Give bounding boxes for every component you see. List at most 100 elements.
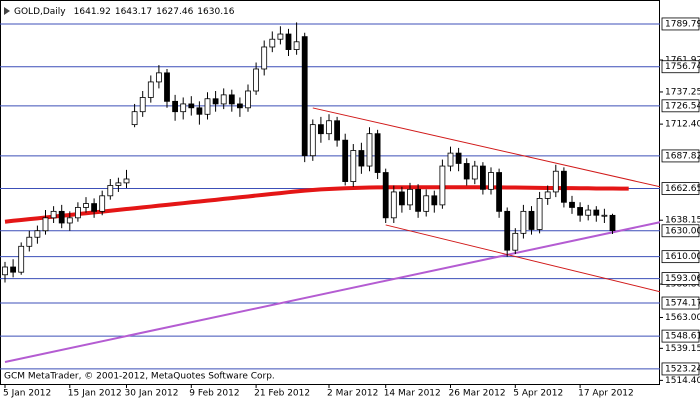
candle-body — [439, 165, 446, 206]
candle-body — [236, 103, 243, 109]
header-close: 1630.16 — [197, 7, 234, 17]
candle-body — [139, 97, 146, 113]
candle-body — [277, 33, 284, 40]
candle-body — [447, 152, 454, 167]
x-tick-label: 9 Feb 2012 — [189, 389, 239, 399]
x-tick-label: 2 Mar 2012 — [327, 389, 378, 399]
candle-body — [42, 217, 49, 232]
candle-body — [26, 236, 33, 247]
trend-line — [385, 224, 660, 293]
level-label-box — [661, 17, 700, 31]
y-tick-label: 1737.25 — [665, 87, 700, 97]
plot-area — [0, 22, 660, 370]
level-label-box — [661, 182, 700, 195]
candle-body — [188, 103, 195, 109]
candle-body — [504, 210, 511, 251]
candle-body — [334, 120, 341, 141]
candle-body — [496, 172, 503, 212]
candle-body — [253, 68, 260, 92]
y-tick-label: 1712.40 — [665, 120, 700, 130]
candle-body — [107, 185, 114, 197]
candle-body — [2, 266, 8, 276]
level-label: 1662.65 — [665, 184, 700, 194]
y-tick-label: 1514.40 — [665, 376, 700, 386]
candle-body — [83, 203, 89, 208]
x-tick-label: 5 Apr 2012 — [513, 389, 563, 399]
candle-body — [593, 209, 600, 216]
trend-line — [312, 107, 660, 188]
level-label-box — [661, 296, 700, 310]
candle-body — [415, 188, 422, 212]
level-label: 1687.82 — [665, 151, 700, 161]
candle-body — [390, 191, 397, 219]
candle-body — [115, 182, 122, 186]
candle-body — [172, 100, 179, 113]
level-label: 1548.61 — [665, 332, 700, 342]
header-open: 1641.92 — [74, 7, 111, 17]
chart-header: GOLD,Daily 1641.92 1643.17 1627.46 1630.16 — [14, 7, 235, 17]
candle-body — [309, 124, 316, 157]
candle-body — [18, 245, 25, 273]
level-label-box — [661, 329, 700, 343]
level-label: 1756.74 — [665, 62, 700, 72]
candle-body — [301, 36, 308, 157]
candle-body — [577, 207, 583, 216]
candle-body — [374, 133, 381, 173]
candle-body — [382, 172, 389, 219]
candle-body — [228, 94, 235, 105]
y-tick-label: 1539.15 — [665, 344, 700, 354]
candle-body — [609, 214, 616, 231]
candle-body — [220, 94, 227, 105]
x-tick-label: 14 Mar 2012 — [384, 389, 441, 399]
level-label-box — [661, 60, 700, 74]
level-label: 1574.17 — [665, 299, 700, 309]
axes: 1761.921737.251712.401638.151588.801563.… — [3, 17, 700, 399]
level-label-box — [661, 224, 700, 238]
candle-body — [147, 81, 154, 98]
level-label: 1789.79 — [665, 19, 700, 29]
candle-body — [212, 98, 219, 105]
level-label-box — [661, 272, 700, 285]
candle-body — [585, 209, 592, 216]
symbol: GOLD,Daily — [14, 7, 66, 17]
level-label: 1630.00 — [665, 226, 700, 236]
candle-body — [601, 214, 608, 217]
x-tick-label: 15 Jan 2012 — [68, 389, 122, 399]
candle-body — [261, 46, 268, 70]
candle-body — [123, 178, 130, 184]
header-high: 1643.17 — [115, 7, 152, 17]
x-tick-label: 21 Feb 2012 — [254, 389, 310, 399]
candle-body — [180, 103, 187, 113]
y-tick-label: 1638.15 — [665, 216, 700, 226]
candle-body — [66, 217, 73, 224]
candle-body — [358, 150, 365, 167]
candle-body — [196, 107, 203, 115]
level-label: 1523.24 — [665, 364, 700, 374]
candle-body — [561, 170, 567, 203]
candle-body — [366, 133, 373, 167]
candle-body — [552, 170, 559, 193]
candle-body — [398, 191, 405, 206]
candle-body — [131, 111, 138, 126]
level-label-box — [661, 99, 700, 113]
candle-body — [326, 120, 332, 135]
candle-body — [536, 198, 543, 230]
x-tick-label: 26 Mar 2012 — [449, 389, 506, 399]
candle-body — [488, 172, 494, 190]
candle-body — [317, 124, 324, 135]
level-label-box — [661, 149, 700, 163]
header-icon — [4, 7, 10, 15]
candle-body — [164, 72, 170, 102]
candle-body — [50, 210, 57, 219]
level-label-box — [661, 250, 700, 264]
candle-body — [34, 230, 41, 238]
candle-body — [455, 152, 462, 164]
level-label-box — [661, 362, 700, 376]
level-label: 1593.06 — [665, 274, 700, 284]
candle-body — [204, 98, 211, 115]
candle-body — [520, 210, 527, 234]
level-label: 1726.54 — [665, 101, 700, 111]
x-tick-label: 5 Jan 2012 — [3, 389, 51, 399]
candle-body — [423, 195, 430, 212]
